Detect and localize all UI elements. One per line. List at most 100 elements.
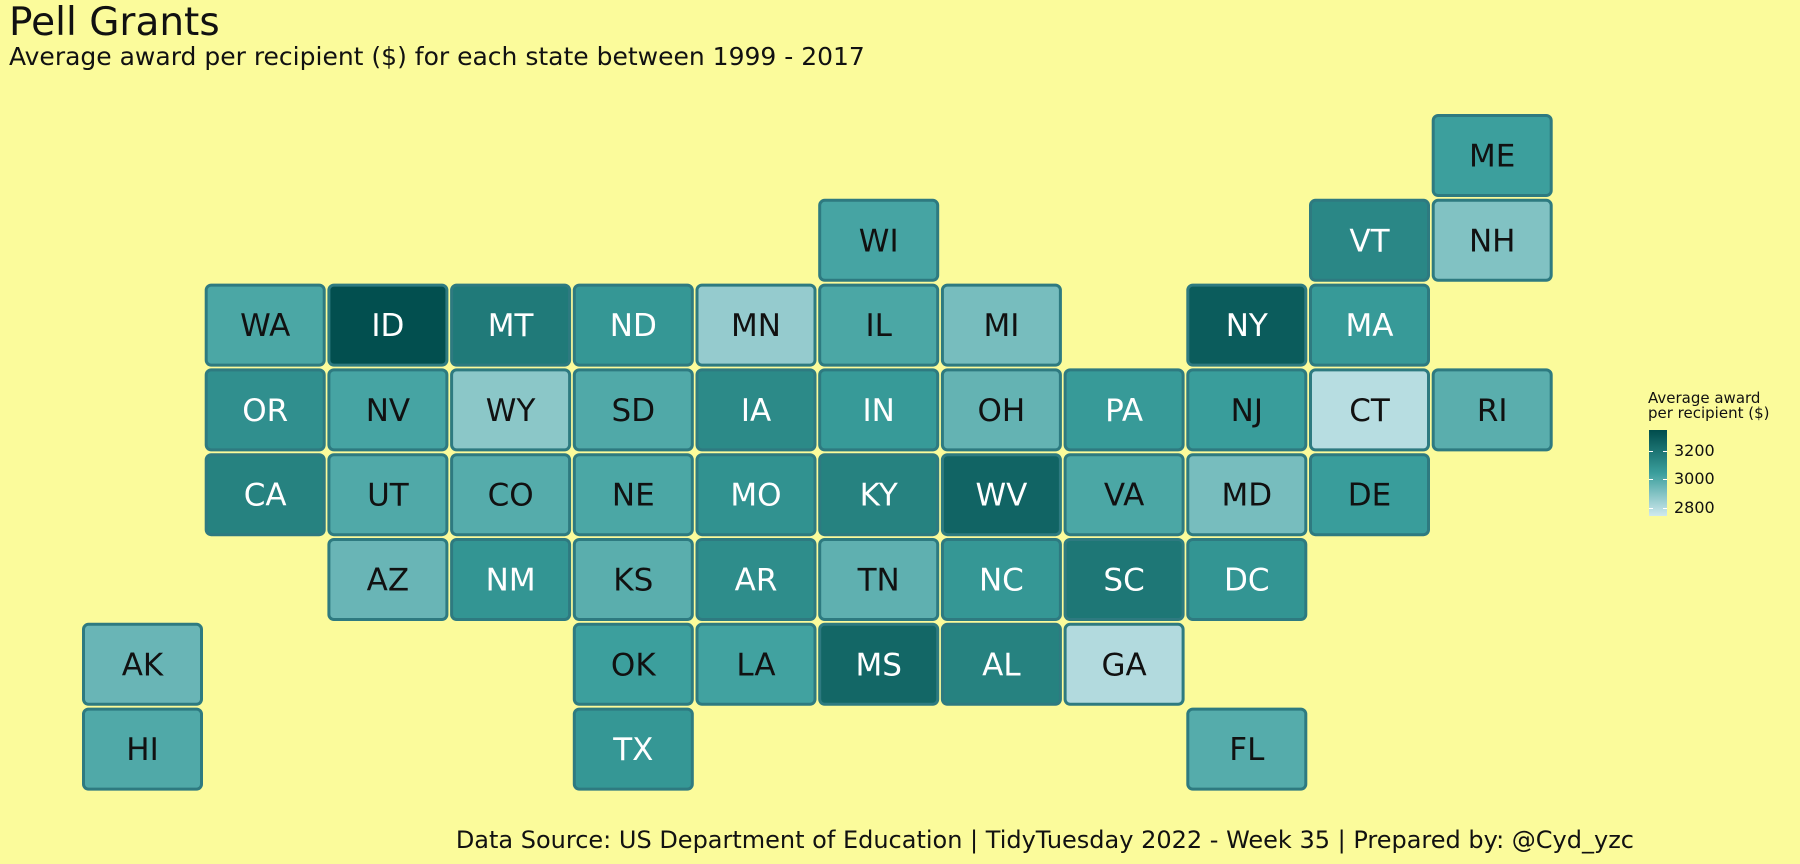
state-tile-nj: NJ — [1186, 368, 1308, 452]
state-tile-rect — [572, 453, 694, 537]
state-tile-rect — [1063, 368, 1185, 452]
state-tile-rect — [572, 538, 694, 621]
state-label: MT — [488, 308, 535, 344]
state-tile-de: DE — [1309, 453, 1430, 537]
state-label: FL — [1229, 732, 1265, 768]
state-tile-ct: CT — [1309, 368, 1430, 452]
state-tile-az: AZ — [327, 538, 449, 621]
state-tile-rect — [572, 707, 694, 791]
state-tile-rect — [327, 283, 449, 367]
state-label: OK — [611, 647, 656, 683]
state-label: WV — [975, 478, 1027, 514]
state-tile-id: ID — [327, 283, 449, 367]
state-tile-ok: OK — [572, 622, 694, 706]
state-tile-nh: NH — [1431, 198, 1553, 282]
state-tile-ut: UT — [327, 453, 449, 537]
state-label: OR — [242, 393, 288, 429]
legend-tick-mark — [1649, 507, 1653, 509]
state-label: DC — [1224, 563, 1270, 599]
state-tile-ak: AK — [82, 622, 203, 706]
legend-tick-mark — [1663, 451, 1667, 453]
state-tile-mi: MI — [940, 283, 1062, 367]
state-label: NJ — [1231, 393, 1263, 429]
state-label: AZ — [367, 563, 409, 599]
state-tile-wi: WI — [818, 198, 940, 282]
state-tile-rect — [1186, 538, 1308, 621]
state-label: ID — [371, 308, 404, 344]
state-label: KS — [613, 563, 653, 599]
state-label: NE — [612, 478, 655, 514]
legend-tick-label: 3000 — [1674, 469, 1715, 489]
state-label: KY — [860, 478, 898, 514]
state-label: RI — [1477, 393, 1508, 429]
state-tile-hi: HI — [82, 707, 203, 791]
state-tile-rect — [1063, 538, 1185, 621]
state-tile-va: VA — [1063, 453, 1185, 537]
state-tile-rect — [1431, 198, 1553, 282]
state-tile-tn: TN — [818, 538, 940, 621]
state-tile-rect — [450, 538, 572, 621]
legend-tick-label: 2800 — [1674, 497, 1715, 517]
state-label: IN — [863, 393, 895, 429]
state-tile-il: IL — [818, 283, 940, 367]
state-tile-rect — [695, 368, 817, 452]
state-label: WI — [859, 223, 899, 259]
state-tile-rect — [572, 622, 694, 706]
state-label: MN — [731, 308, 781, 344]
legend-title-line2: per recipient ($) — [1648, 404, 1770, 422]
state-tile-rect — [1063, 453, 1185, 537]
state-label: DE — [1348, 478, 1391, 514]
state-tile-rect — [572, 368, 694, 452]
state-tile-wy: WY — [450, 368, 572, 452]
state-label: MD — [1221, 478, 1272, 514]
state-tile-nm: NM — [450, 538, 572, 621]
state-tile-mn: MN — [695, 283, 817, 367]
state-tile-wv: WV — [940, 453, 1062, 537]
state-tile-mo: MO — [695, 453, 817, 537]
state-tile-rect — [204, 283, 326, 367]
legend-colorbar — [1649, 430, 1667, 516]
state-tile-rect — [82, 622, 203, 706]
state-label: NY — [1226, 308, 1268, 344]
state-tile-rect — [1186, 368, 1308, 452]
state-tile-ks: KS — [572, 538, 694, 621]
state-tile-dc: DC — [1186, 538, 1308, 621]
legend-title: Average award per recipient ($) — [1648, 391, 1798, 421]
state-tile-rect — [82, 707, 203, 791]
state-label: AK — [122, 647, 164, 683]
state-label: CA — [244, 478, 287, 514]
state-tile-pa: PA — [1063, 368, 1185, 452]
state-tile-la: LA — [695, 622, 817, 706]
state-label: OH — [978, 393, 1026, 429]
state-tile-ri: RI — [1431, 368, 1553, 452]
state-label: ND — [610, 308, 657, 344]
state-tile-ms: MS — [818, 622, 940, 706]
legend-tick-mark — [1663, 507, 1667, 509]
state-label: WA — [240, 308, 290, 344]
legend-tick-mark — [1663, 479, 1667, 481]
state-tile-rect — [695, 283, 817, 367]
caption: Data Source: US Department of Education … — [455, 826, 1634, 854]
state-label: VA — [1104, 478, 1144, 514]
state-tile-sc: SC — [1063, 538, 1185, 621]
state-tile-wa: WA — [204, 283, 326, 367]
state-tile-rect — [1186, 283, 1308, 367]
state-tile-rect — [818, 538, 940, 621]
state-tile-rect — [204, 453, 326, 537]
state-tile-rect — [1431, 114, 1553, 197]
state-tile-rect — [450, 283, 572, 367]
state-tile-co: CO — [450, 453, 572, 537]
state-tile-ia: IA — [695, 368, 817, 452]
state-label: AL — [982, 647, 1021, 683]
state-tile-ga: GA — [1063, 622, 1185, 706]
state-tile-mt: MT — [450, 283, 572, 367]
state-tile-rect — [818, 622, 940, 706]
state-label: SC — [1103, 563, 1144, 599]
state-tile-ma: MA — [1309, 283, 1430, 367]
state-label: NV — [366, 393, 410, 429]
state-label: HI — [126, 732, 158, 768]
state-tile-ky: KY — [818, 453, 940, 537]
state-tile-rect — [1186, 707, 1308, 791]
state-label: GA — [1101, 647, 1146, 683]
chart-title: Pell Grants — [9, 0, 220, 45]
